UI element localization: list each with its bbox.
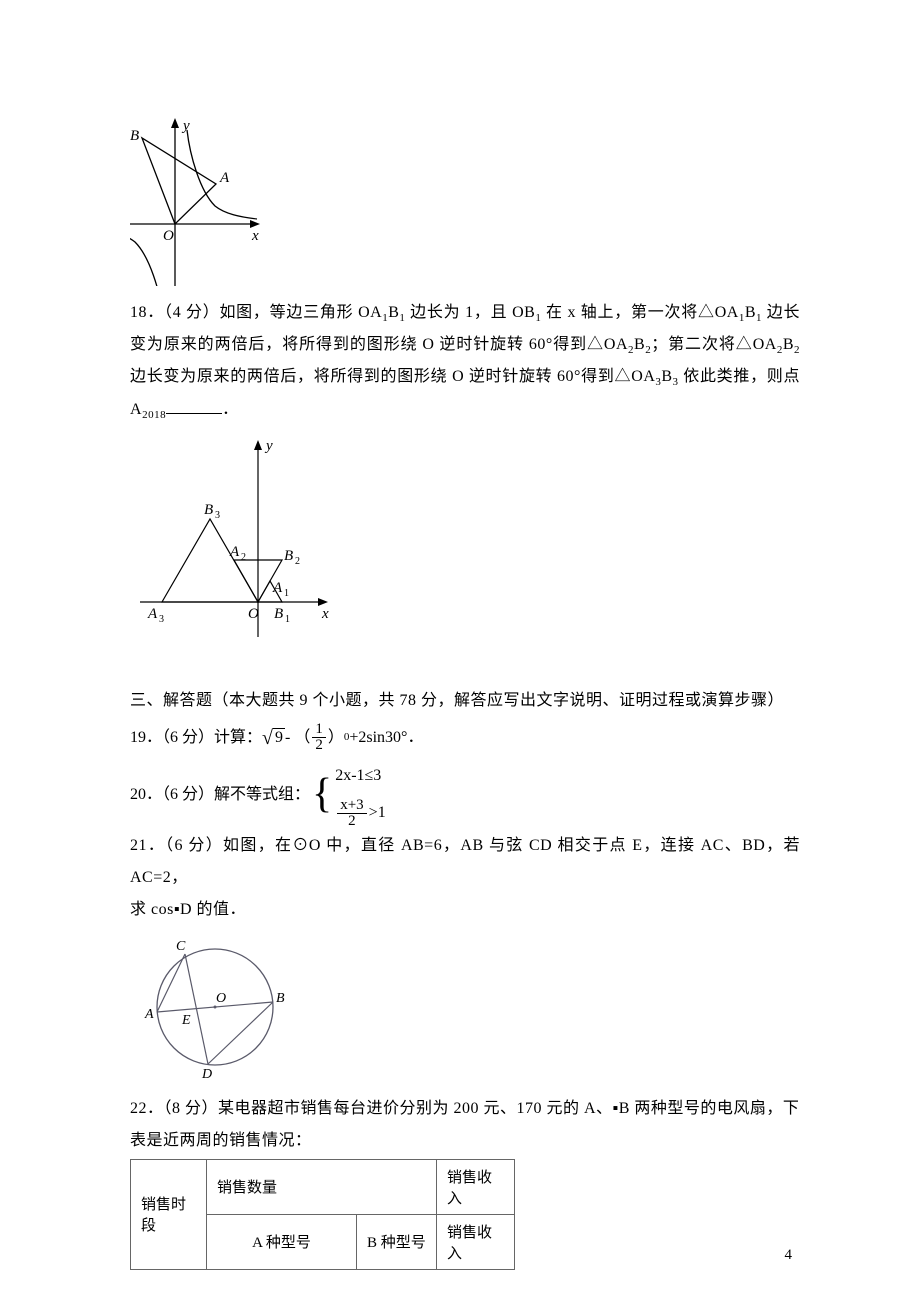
problem-20: 20．（6 分）解不等式组： { 2x-1≤3 x+32>1: [130, 759, 800, 830]
inequality-system: { 2x-1≤3 x+32>1: [312, 759, 386, 830]
svg-text:B: B: [284, 548, 293, 564]
svg-text:D: D: [201, 1067, 212, 1082]
svg-text:2: 2: [295, 556, 300, 567]
fig-17: y x O A B: [130, 116, 800, 291]
svg-text:1: 1: [284, 588, 289, 599]
cell-sales-income: 销售收入: [437, 1214, 515, 1269]
svg-text:y: y: [264, 438, 273, 454]
cell-sales-income-h: 销售收入: [437, 1159, 515, 1214]
page-number: 4: [785, 1247, 793, 1264]
svg-text:B: B: [274, 606, 283, 622]
frac-half: 12: [312, 722, 326, 753]
cell-sales-period: 销售时段: [131, 1159, 207, 1269]
svg-text:2: 2: [241, 552, 246, 563]
svg-text:B: B: [204, 502, 213, 518]
svg-text:A: A: [272, 580, 283, 596]
fig-21-svg: A B C D E O: [130, 932, 300, 1082]
svg-text:x: x: [251, 228, 259, 244]
problem-22-l1: 22．（8 分）某电器超市销售每台进价分别为 200 元、170 元的 A、▪B…: [130, 1093, 800, 1125]
svg-text:A: A: [229, 544, 240, 560]
problem-21-l1: 21．（6 分）如图，在⊙O 中，直径 AB=6，AB 与弦 CD 相交于点 E…: [130, 830, 800, 894]
sqrt-9: √9: [262, 717, 285, 759]
fig-21: A B C D E O: [130, 932, 800, 1087]
svg-text:x: x: [321, 606, 329, 622]
svg-text:B: B: [130, 128, 139, 144]
fig-17-svg: y x O A B: [130, 116, 265, 286]
table-22: 销售时段 销售数量 销售收入 A 种型号 B 种型号 销售收入: [130, 1159, 515, 1270]
problem-22-l2: 表是近两周的销售情况：: [130, 1125, 800, 1157]
cell-type-b: B 种型号: [357, 1214, 437, 1269]
svg-text:E: E: [181, 1013, 191, 1028]
section-3-heading: 三、解答题（本大题共 9 个小题，共 78 分，解答应写出文字说明、证明过程或演…: [130, 685, 800, 717]
cell-sales-qty: 销售数量: [207, 1159, 437, 1214]
problem-21-l2: 求 cos▪D 的值．: [130, 894, 800, 926]
svg-text:y: y: [181, 118, 190, 134]
blank-fill: [166, 400, 222, 414]
svg-text:O: O: [248, 606, 259, 622]
svg-text:A: A: [219, 170, 230, 186]
svg-text:O: O: [216, 991, 226, 1006]
svg-text:O: O: [163, 228, 174, 244]
svg-text:3: 3: [215, 510, 220, 521]
p20-prefix: 20．（6 分）解不等式组：: [130, 778, 310, 812]
svg-text:1: 1: [285, 614, 290, 625]
fig-18: y x O B1 A1 B2 A2 B3 A3: [130, 432, 800, 647]
svg-text:B: B: [276, 991, 285, 1006]
p19-prefix: 19．（6 分）计算：: [130, 721, 262, 755]
problem-18: 18．（4 分）如图，等边三角形 OA1B1 边长为 1，且 OB1 在 x 轴…: [130, 297, 800, 426]
svg-text:C: C: [176, 939, 186, 954]
svg-text:A: A: [144, 1007, 154, 1022]
problem-19: 19．（6 分）计算： √9 - （ 12 ）0 +2sin30°．: [130, 717, 800, 759]
svg-text:3: 3: [159, 614, 164, 625]
p18-prefix: 18．（4 分）如图，等边三角形 OA: [130, 304, 382, 321]
fig-18-svg: y x O B1 A1 B2 A2 B3 A3: [130, 432, 335, 642]
svg-text:A: A: [147, 606, 158, 622]
table-row: 销售时段 销售数量 销售收入: [131, 1159, 515, 1214]
cell-type-a: A 种型号: [207, 1214, 357, 1269]
